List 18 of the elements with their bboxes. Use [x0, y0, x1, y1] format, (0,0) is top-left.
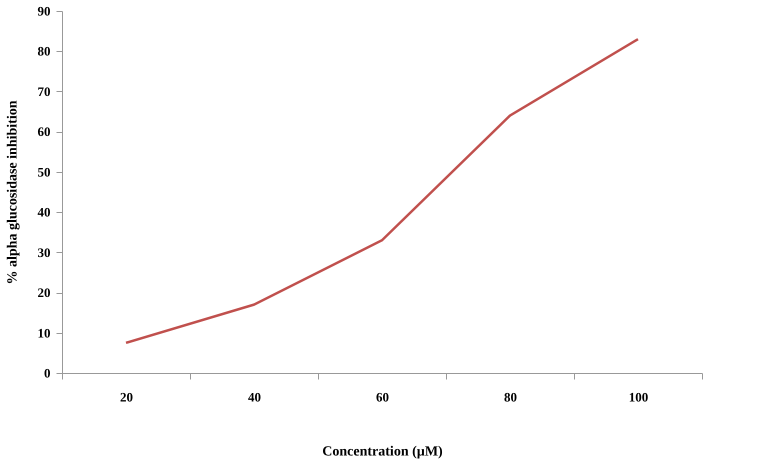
x-tick-label: 60 [376, 390, 389, 404]
y-tick-label: 90 [38, 4, 50, 18]
y-tick-label: 80 [38, 44, 50, 59]
y-tick-label: 60 [38, 124, 50, 140]
x-tick-label: 20 [120, 390, 133, 404]
y-tick-label: 30 [38, 244, 50, 260]
y-tick-label: 20 [38, 285, 50, 300]
line-series [124, 38, 640, 344]
y-axis-title: % alpha glucosidase inhibition [6, 100, 20, 285]
y-tick-label: 50 [38, 164, 50, 180]
x-tick-label: 100 [628, 390, 648, 404]
y-tick-label: 40 [38, 204, 50, 220]
x-tick-label: 40 [248, 390, 261, 404]
y-tick-label: 0 [44, 366, 50, 380]
y-tick-label: 70 [38, 84, 50, 99]
x-axis-title: Concentration (µM) [322, 444, 444, 460]
x-tick-label: 80 [504, 390, 517, 404]
y-tick-label: 10 [38, 325, 50, 340]
